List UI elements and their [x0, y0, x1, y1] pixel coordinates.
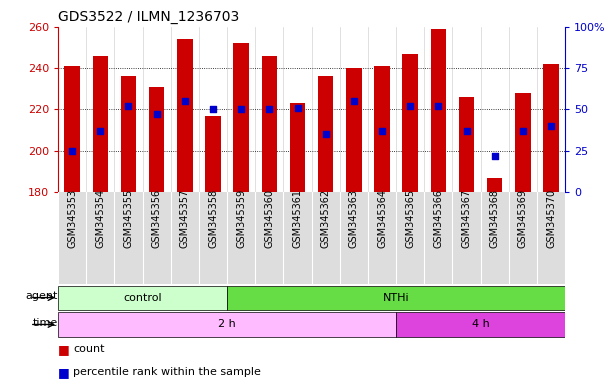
Bar — [515, 93, 531, 192]
Bar — [92, 56, 108, 192]
Point — [546, 123, 556, 129]
Bar — [487, 177, 502, 192]
Text: 2 h: 2 h — [218, 319, 236, 329]
Point — [236, 106, 246, 113]
Bar — [403, 54, 418, 192]
Point — [490, 152, 500, 159]
Text: GDS3522 / ILMN_1236703: GDS3522 / ILMN_1236703 — [58, 10, 240, 25]
Bar — [262, 56, 277, 192]
Bar — [375, 66, 390, 192]
Bar — [227, 286, 565, 310]
Text: ■: ■ — [58, 343, 74, 356]
Point — [377, 128, 387, 134]
Point — [208, 106, 218, 113]
Bar — [459, 97, 474, 192]
Bar — [543, 64, 559, 192]
Point — [293, 105, 302, 111]
Bar — [149, 87, 164, 192]
Bar — [177, 39, 192, 192]
Text: count: count — [73, 344, 105, 354]
Bar — [233, 43, 249, 192]
Bar — [121, 76, 136, 192]
Bar — [346, 68, 362, 192]
Point — [405, 103, 415, 109]
Point — [152, 111, 161, 118]
Point — [265, 106, 274, 113]
Point — [123, 103, 133, 109]
Text: ■: ■ — [58, 366, 74, 379]
Point — [321, 131, 331, 137]
Text: time: time — [33, 318, 58, 328]
Point — [349, 98, 359, 104]
Text: 4 h: 4 h — [472, 319, 489, 329]
Bar — [64, 66, 80, 192]
Text: percentile rank within the sample: percentile rank within the sample — [73, 367, 261, 377]
Text: NTHi: NTHi — [383, 293, 409, 303]
Bar — [58, 313, 396, 336]
Text: control: control — [123, 293, 162, 303]
Point — [95, 128, 105, 134]
Bar — [205, 116, 221, 192]
Bar — [290, 103, 306, 192]
Point — [67, 147, 77, 154]
Point — [434, 103, 444, 109]
Text: agent: agent — [26, 291, 58, 301]
Point — [518, 128, 528, 134]
Bar — [431, 29, 446, 192]
Point — [180, 98, 189, 104]
Bar — [318, 76, 334, 192]
Bar — [58, 286, 227, 310]
Bar — [396, 313, 565, 336]
Point — [462, 128, 472, 134]
